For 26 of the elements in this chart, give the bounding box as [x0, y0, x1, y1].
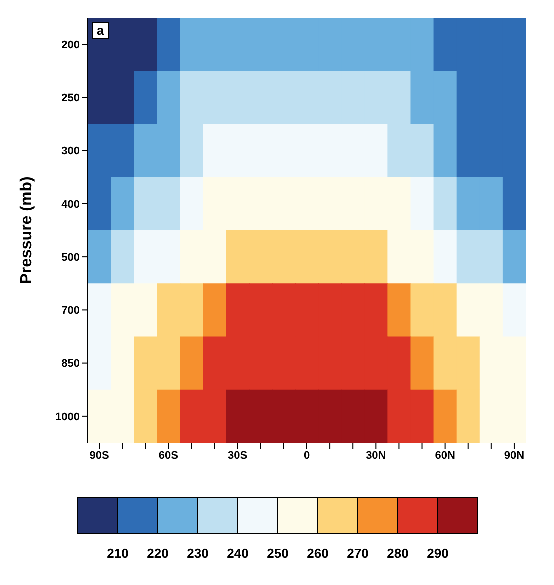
x-tick-label: 60S [158, 450, 178, 462]
color-bar-label: 290 [427, 546, 449, 561]
x-tick-label: 90S [90, 450, 110, 462]
y-tick-label: 500 [62, 252, 80, 264]
y-tick-label: 400 [62, 198, 80, 211]
y-tick-label: 200 [62, 39, 80, 52]
x-tick-label: 60N [435, 450, 456, 462]
color-bar-label: 210 [107, 546, 129, 561]
x-tick-label: 30S [228, 450, 248, 462]
y-tick-label: 700 [62, 305, 80, 318]
color-bar-label: 230 [187, 546, 209, 561]
color-bar-label: 250 [267, 546, 289, 561]
x-tick-label: 0 [304, 450, 310, 462]
y-tick-label: 250 [62, 92, 80, 105]
y-axis-title: Pressure (mb) [18, 176, 36, 284]
y-tick-label: 850 [62, 358, 80, 370]
y-tick-label: 1000 [56, 411, 80, 424]
x-tick-label: 90N [504, 450, 525, 462]
color-bar-label: 260 [307, 546, 329, 561]
color-bar-label: 280 [387, 546, 409, 561]
color-bar-label: 240 [227, 546, 249, 561]
y-tick-label: 300 [62, 146, 80, 158]
color-bar-label: 220 [147, 546, 169, 561]
x-tick-label: 30N [366, 450, 386, 462]
color-bar-label: 270 [347, 546, 369, 561]
annotation: a [92, 22, 110, 39]
